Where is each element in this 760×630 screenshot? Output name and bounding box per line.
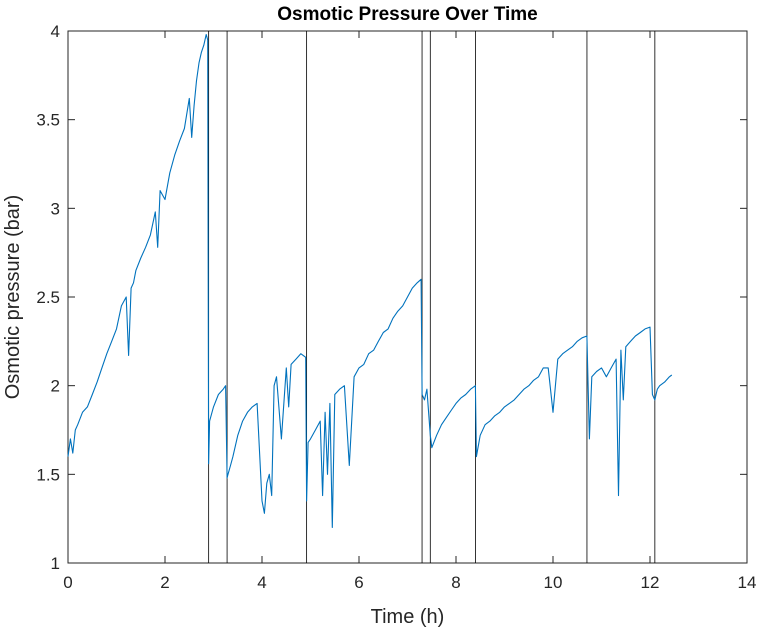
y-tick-label-1: 1.5 — [36, 465, 60, 484]
x-tick-label-3: 6 — [354, 573, 363, 592]
axis-ticks: 0 2 4 6 8 10 12 14 1 1.5 2 2.5 3 3.5 4 — [36, 22, 756, 592]
x-tick-label-7: 14 — [738, 573, 757, 592]
series-layer — [67, 33, 673, 529]
y-tick-label-3: 2.5 — [36, 288, 60, 307]
x-axis-label: Time (h) — [371, 606, 445, 628]
y-tick-label-0: 1 — [51, 554, 60, 573]
x-tick-label-0: 0 — [63, 573, 72, 592]
y-axis-label: Osmotic pressure (bar) — [2, 195, 24, 400]
x-tick-label-6: 12 — [641, 573, 660, 592]
y-tick-label-5: 3.5 — [36, 111, 60, 130]
chart-title: Osmotic Pressure Over Time — [277, 4, 538, 25]
y-tick-label-6: 4 — [51, 22, 60, 41]
x-tick-label-2: 4 — [257, 573, 266, 592]
x-tick-label-5: 10 — [544, 573, 563, 592]
x-tick-label-1: 2 — [160, 573, 169, 592]
series-line-0 — [67, 33, 673, 529]
y-tick-label-2: 2 — [51, 377, 60, 396]
x-tick-label-4: 8 — [451, 573, 460, 592]
y-tick-label-4: 3 — [51, 199, 60, 218]
